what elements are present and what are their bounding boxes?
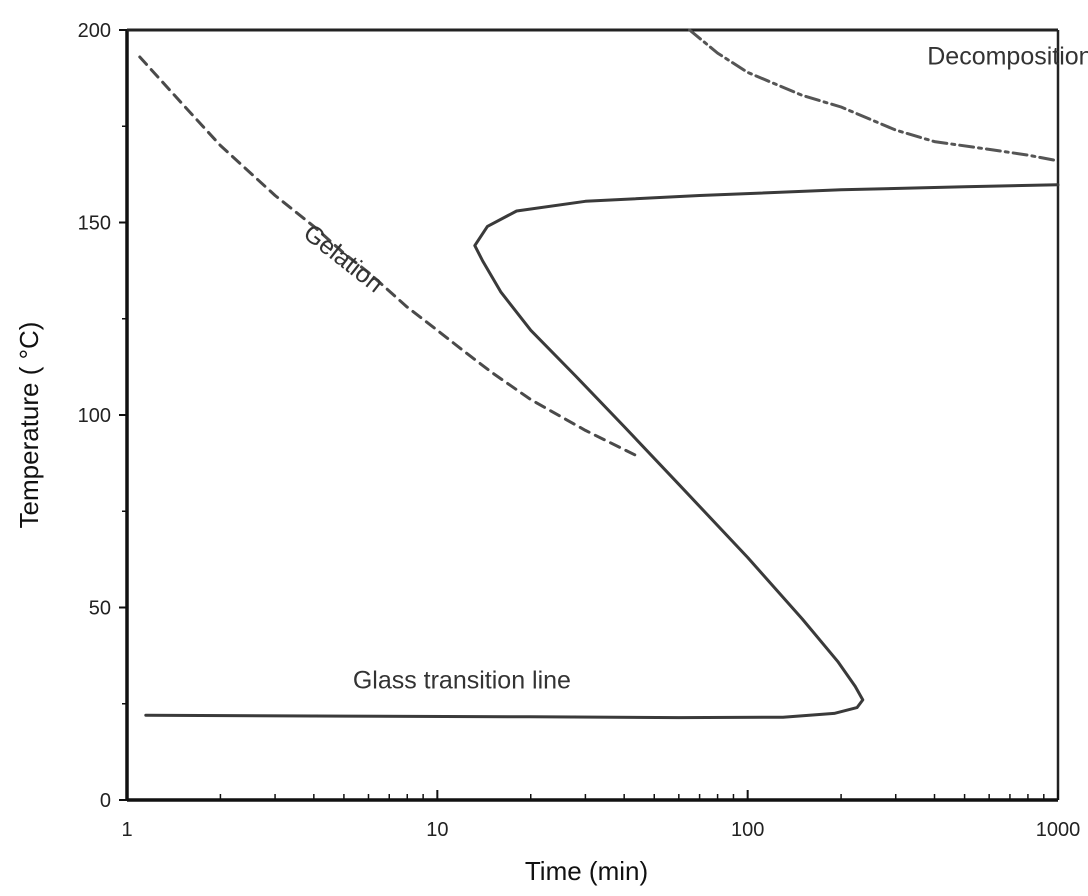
text-layer: 0 50 100 150 200 1 10 100 1000 Time (min) Temperat… (14, 20, 1088, 886)
x-axis-title: Time (min) (525, 856, 648, 886)
decomposition-label: Decomposition (927, 43, 1088, 71)
y-tick-label: 0 (100, 790, 111, 812)
y-tick-label: 200 (78, 20, 111, 42)
gelation-label: Gelation (298, 219, 389, 298)
glass-transition-curve (144, 183, 1060, 720)
x-tick-label: 1000 (1036, 819, 1081, 841)
axes (119, 28, 1060, 802)
gelation-curve (138, 55, 642, 459)
x-tick-label: 100 (731, 819, 764, 841)
x-tick-label: 1 (121, 819, 132, 841)
decomposition-curve (688, 28, 1060, 163)
series-layer (138, 28, 1060, 720)
y-tick-label: 150 (78, 213, 111, 235)
y-tick-label: 100 (78, 405, 111, 427)
y-tick-label: 50 (89, 598, 111, 620)
y-axis-title: Temperature ( °C) (14, 322, 44, 529)
x-tick-label: 10 (426, 819, 448, 841)
glass-transition-label: Glass transition line (353, 666, 571, 694)
